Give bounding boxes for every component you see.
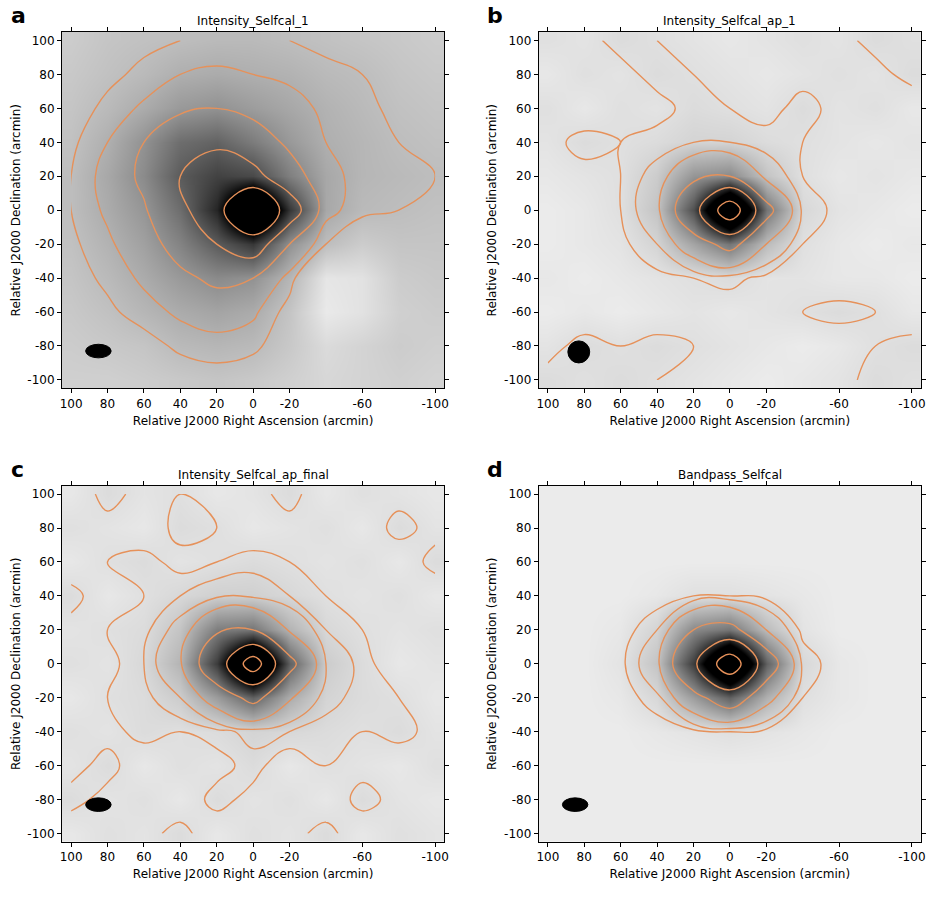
svg-text:-100: -100 xyxy=(504,373,531,387)
svg-text:Relative J2000 Declination (ar: Relative J2000 Declination (arcmin) xyxy=(9,558,23,770)
svg-text:80: 80 xyxy=(516,521,531,535)
svg-text:0: 0 xyxy=(524,203,532,217)
svg-text:a: a xyxy=(11,3,26,28)
svg-text:-100: -100 xyxy=(504,827,531,841)
svg-text:40: 40 xyxy=(39,589,54,603)
svg-text:-60: -60 xyxy=(35,305,55,319)
svg-text:-100: -100 xyxy=(422,397,449,411)
svg-text:60: 60 xyxy=(613,850,628,864)
svg-text:Relative J2000 Right Ascension: Relative J2000 Right Ascension (arcmin) xyxy=(610,414,851,428)
svg-text:0: 0 xyxy=(524,657,532,671)
svg-text:60: 60 xyxy=(39,555,54,569)
svg-text:80: 80 xyxy=(39,68,54,82)
svg-text:20: 20 xyxy=(516,169,531,183)
svg-text:Relative J2000 Declination (ar: Relative J2000 Declination (arcmin) xyxy=(485,558,499,770)
svg-text:80: 80 xyxy=(577,397,592,411)
svg-text:-80: -80 xyxy=(512,793,532,807)
svg-text:0: 0 xyxy=(47,657,55,671)
svg-text:0: 0 xyxy=(249,397,257,411)
svg-text:-60: -60 xyxy=(829,850,849,864)
svg-text:d: d xyxy=(487,457,503,482)
svg-text:Relative J2000 Right Ascension: Relative J2000 Right Ascension (arcmin) xyxy=(133,414,374,428)
svg-text:20: 20 xyxy=(39,623,54,637)
svg-text:-100: -100 xyxy=(422,850,449,864)
svg-text:-20: -20 xyxy=(35,691,55,705)
svg-text:60: 60 xyxy=(613,397,628,411)
svg-text:-20: -20 xyxy=(35,237,55,251)
svg-text:Bandpass_Selfcal: Bandpass_Selfcal xyxy=(678,468,782,482)
svg-text:-100: -100 xyxy=(27,827,54,841)
svg-text:20: 20 xyxy=(39,169,54,183)
svg-text:100: 100 xyxy=(536,850,559,864)
svg-text:Intensity_Selfcal_1: Intensity_Selfcal_1 xyxy=(197,14,309,28)
svg-text:Relative J2000 Right Ascension: Relative J2000 Right Ascension (arcmin) xyxy=(133,867,374,881)
svg-text:60: 60 xyxy=(39,102,54,116)
svg-text:Intensity_Selfcal_ap_final: Intensity_Selfcal_ap_final xyxy=(178,468,329,482)
svg-text:-40: -40 xyxy=(35,271,55,285)
svg-text:-60: -60 xyxy=(353,397,373,411)
svg-text:20: 20 xyxy=(686,850,701,864)
svg-text:-100: -100 xyxy=(27,373,54,387)
svg-text:-60: -60 xyxy=(512,305,532,319)
svg-text:60: 60 xyxy=(136,397,151,411)
svg-text:80: 80 xyxy=(39,521,54,535)
svg-text:100: 100 xyxy=(536,397,559,411)
svg-text:40: 40 xyxy=(39,136,54,150)
svg-text:60: 60 xyxy=(136,850,151,864)
svg-text:Intensity_Selfcal_ap_1: Intensity_Selfcal_ap_1 xyxy=(663,14,796,28)
svg-text:40: 40 xyxy=(173,397,188,411)
svg-text:-60: -60 xyxy=(353,850,373,864)
svg-text:-100: -100 xyxy=(898,850,925,864)
svg-text:-20: -20 xyxy=(280,397,300,411)
svg-text:-80: -80 xyxy=(35,339,55,353)
svg-text:20: 20 xyxy=(209,397,224,411)
svg-text:100: 100 xyxy=(508,34,531,48)
svg-text:40: 40 xyxy=(516,136,531,150)
svg-text:-20: -20 xyxy=(280,850,300,864)
svg-text:0: 0 xyxy=(249,850,257,864)
svg-text:100: 100 xyxy=(60,850,83,864)
svg-text:40: 40 xyxy=(649,397,664,411)
svg-text:0: 0 xyxy=(726,397,734,411)
svg-text:100: 100 xyxy=(32,487,55,501)
svg-text:100: 100 xyxy=(32,34,55,48)
svg-text:-60: -60 xyxy=(512,759,532,773)
svg-text:20: 20 xyxy=(209,850,224,864)
svg-text:-20: -20 xyxy=(512,691,532,705)
svg-text:0: 0 xyxy=(726,850,734,864)
svg-text:c: c xyxy=(11,457,24,482)
svg-text:100: 100 xyxy=(508,487,531,501)
svg-text:0: 0 xyxy=(47,203,55,217)
svg-text:20: 20 xyxy=(686,397,701,411)
svg-text:-40: -40 xyxy=(35,725,55,739)
svg-text:80: 80 xyxy=(577,850,592,864)
svg-text:-60: -60 xyxy=(35,759,55,773)
svg-text:-20: -20 xyxy=(756,397,776,411)
svg-text:-100: -100 xyxy=(898,397,925,411)
svg-text:20: 20 xyxy=(516,623,531,637)
svg-text:40: 40 xyxy=(173,850,188,864)
svg-text:40: 40 xyxy=(516,589,531,603)
svg-text:-40: -40 xyxy=(512,725,532,739)
svg-text:80: 80 xyxy=(516,68,531,82)
svg-text:-80: -80 xyxy=(35,793,55,807)
svg-text:100: 100 xyxy=(60,397,83,411)
svg-text:b: b xyxy=(487,3,503,28)
svg-text:60: 60 xyxy=(516,555,531,569)
svg-text:60: 60 xyxy=(516,102,531,116)
svg-text:-20: -20 xyxy=(756,850,776,864)
svg-text:80: 80 xyxy=(100,850,115,864)
svg-text:-80: -80 xyxy=(512,339,532,353)
svg-text:80: 80 xyxy=(100,397,115,411)
svg-text:-20: -20 xyxy=(512,237,532,251)
svg-text:40: 40 xyxy=(649,850,664,864)
svg-text:Relative J2000 Right Ascension: Relative J2000 Right Ascension (arcmin) xyxy=(610,867,851,881)
svg-text:-40: -40 xyxy=(512,271,532,285)
svg-text:-60: -60 xyxy=(829,397,849,411)
svg-text:Relative J2000 Declination (ar: Relative J2000 Declination (arcmin) xyxy=(9,104,23,316)
svg-text:Relative J2000 Declination (ar: Relative J2000 Declination (arcmin) xyxy=(485,104,499,316)
